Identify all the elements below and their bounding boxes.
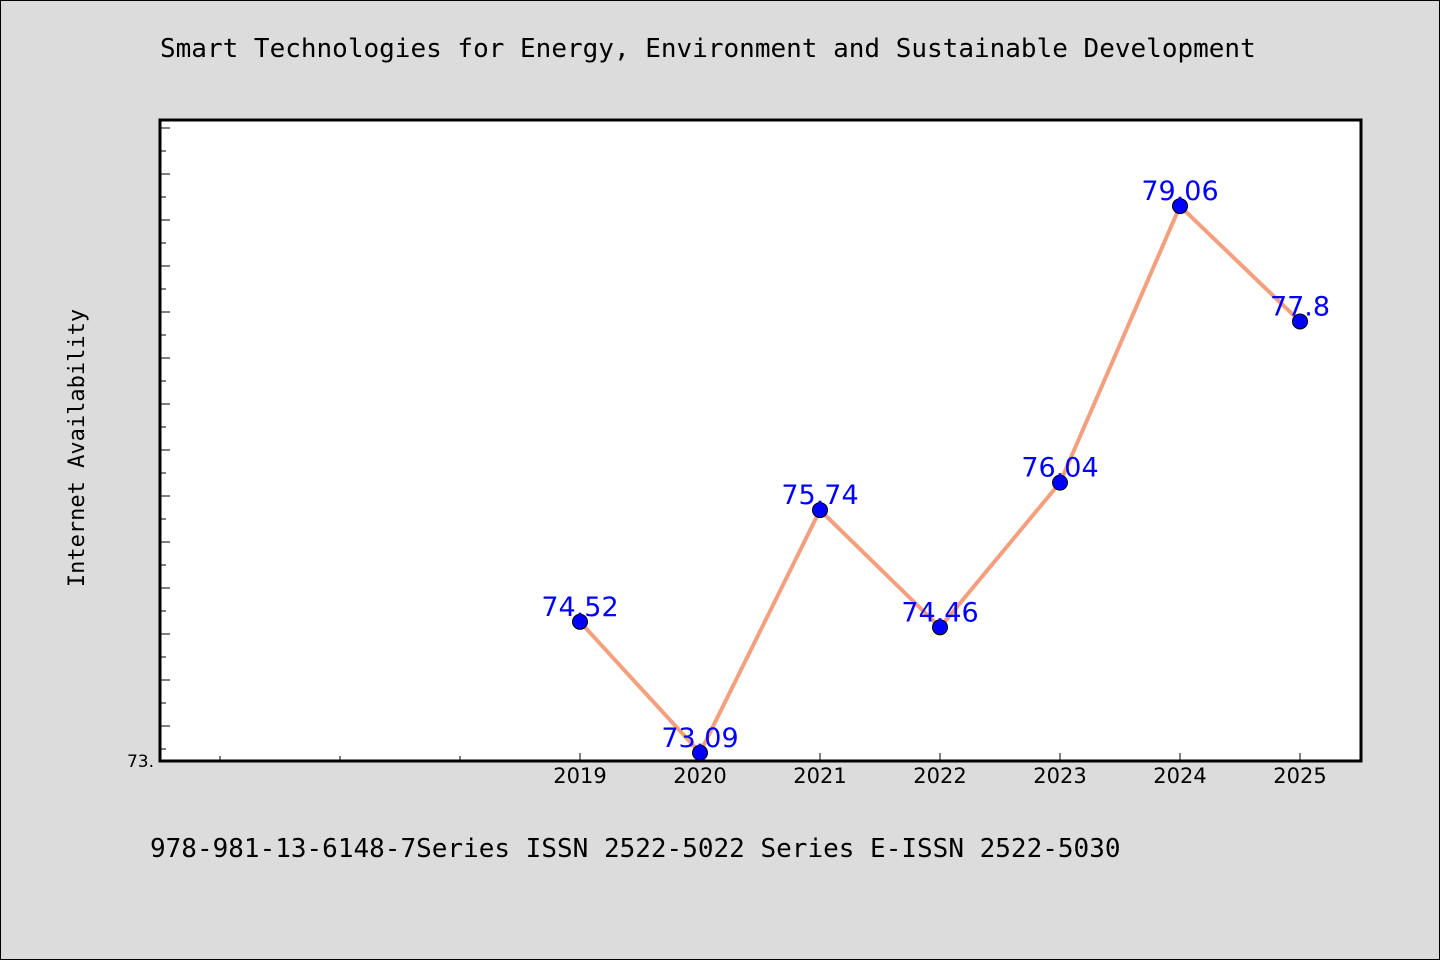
x-tick-label: 2021	[793, 764, 846, 788]
x-tick-label: 2022	[913, 764, 966, 788]
data-label: 73.09	[661, 723, 738, 754]
y-tick-labels: 73.	[127, 752, 154, 772]
axis-ticks	[160, 127, 1301, 761]
data-point	[932, 619, 948, 636]
data-label: 76.04	[1021, 453, 1098, 484]
data-point	[692, 744, 708, 761]
data-label: 75.74	[781, 480, 858, 511]
data-point	[1172, 198, 1188, 215]
data-point	[1292, 313, 1308, 330]
chart-title: Smart Technologies for Energy, Environme…	[160, 34, 1256, 64]
y-axis-label: Internet Availability	[65, 309, 90, 587]
data-label: 79.06	[1141, 176, 1218, 207]
series-layer: 74.52 73.09 75.74 74.46 76.04 79.06 77.8	[541, 176, 1330, 761]
plot-area	[158, 118, 1363, 763]
footer-isbn-text: 978-981-13-6148-7Series ISSN 2522-5022 S…	[150, 834, 1121, 864]
data-point	[572, 613, 588, 630]
x-tick-label: 2024	[1153, 764, 1206, 788]
x-tick-label: 2019	[553, 764, 606, 788]
x-tick-label: 2020	[673, 764, 726, 788]
data-label: 77.8	[1270, 291, 1330, 322]
data-point	[812, 502, 828, 519]
x-tick-labels: 2019 2020 2021 2022 2023 2024 2025	[553, 764, 1326, 788]
x-tick-label: 2025	[1273, 764, 1326, 788]
y-tick-label: 73.	[127, 752, 154, 772]
data-point	[1052, 474, 1068, 491]
data-label: 74.52	[541, 592, 618, 623]
data-label: 74.46	[901, 597, 978, 628]
x-tick-label: 2023	[1033, 764, 1086, 788]
